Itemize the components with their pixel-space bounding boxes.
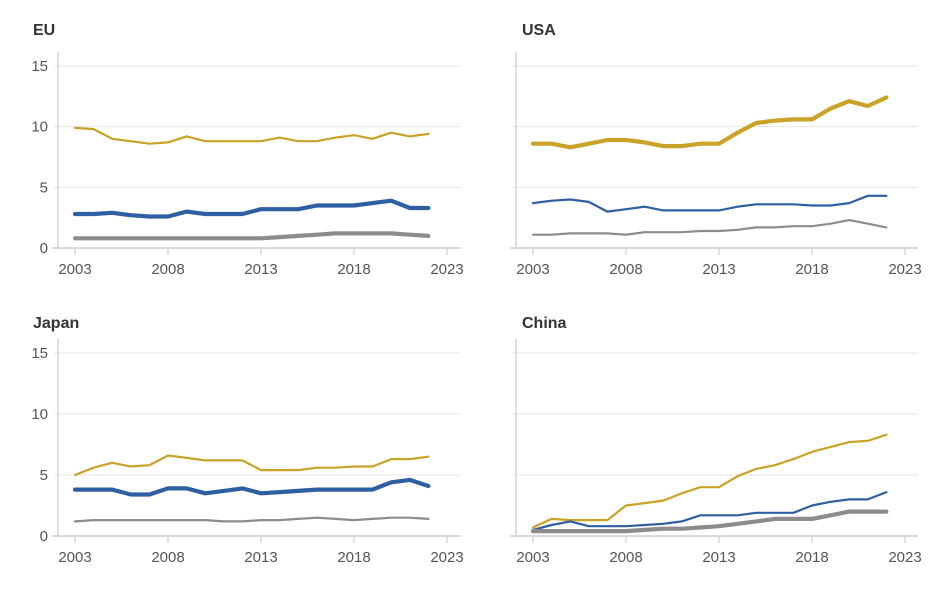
x-tick-label: 2003 bbox=[516, 549, 549, 566]
y-tick-label: 5 bbox=[40, 179, 48, 196]
series-line-gray bbox=[530, 509, 889, 534]
panel-eu: EU 0 5 10 15 2003 2008 2013 2018 2023 bbox=[31, 22, 463, 278]
panel-usa: USA 2003 2008 2013 2018 2023 bbox=[510, 22, 922, 278]
x-tick-label: 2013 bbox=[702, 261, 735, 278]
x-tick-label: 2018 bbox=[337, 549, 370, 566]
y-tick-label: 10 bbox=[31, 119, 48, 136]
x-tick-label: 2003 bbox=[516, 261, 549, 278]
y-tick-label: 15 bbox=[31, 345, 48, 362]
y-tick-label: 5 bbox=[40, 467, 48, 484]
panel-title: China bbox=[522, 315, 567, 332]
x-tick-label: 2008 bbox=[151, 549, 184, 566]
series-line-blue bbox=[72, 198, 431, 219]
panel-title: EU bbox=[33, 22, 55, 39]
x-tick-label: 2018 bbox=[795, 549, 828, 566]
panel-title: Japan bbox=[33, 315, 79, 332]
y-tick-label: 0 bbox=[40, 528, 48, 545]
series-line-blue bbox=[531, 491, 888, 532]
x-tick-label: 2003 bbox=[58, 261, 91, 278]
x-tick-label: 2008 bbox=[151, 261, 184, 278]
series-line-gold bbox=[530, 95, 889, 150]
series-line-gray bbox=[73, 516, 430, 523]
x-tick-label: 2008 bbox=[609, 261, 642, 278]
panel-japan: Japan 0 5 10 15 2003 2008 2013 2018 2023 bbox=[31, 315, 463, 566]
series-line-gold bbox=[73, 126, 430, 145]
series-line-gold bbox=[73, 454, 430, 477]
x-tick-label: 2018 bbox=[795, 261, 828, 278]
x-tick-label: 2013 bbox=[244, 549, 277, 566]
series-line-blue bbox=[72, 477, 431, 497]
x-tick-label: 2008 bbox=[609, 549, 642, 566]
series-line-gray bbox=[72, 231, 431, 241]
panel-title: USA bbox=[522, 22, 556, 39]
y-tick-label: 15 bbox=[31, 58, 48, 75]
x-tick-label: 2013 bbox=[702, 549, 735, 566]
x-tick-label: 2023 bbox=[888, 549, 921, 566]
x-tick-label: 2013 bbox=[244, 261, 277, 278]
x-tick-label: 2018 bbox=[337, 261, 370, 278]
series-line-gray bbox=[531, 219, 888, 236]
x-tick-label: 2023 bbox=[430, 261, 463, 278]
series-line-gold bbox=[531, 433, 888, 529]
x-tick-label: 2023 bbox=[430, 549, 463, 566]
x-tick-label: 2003 bbox=[58, 549, 91, 566]
x-tick-label: 2023 bbox=[888, 261, 921, 278]
panel-china: China 2003 2008 2013 2018 2023 bbox=[510, 315, 922, 566]
y-tick-label: 0 bbox=[40, 240, 48, 257]
series-line-blue bbox=[531, 194, 888, 213]
y-tick-label: 10 bbox=[31, 406, 48, 423]
